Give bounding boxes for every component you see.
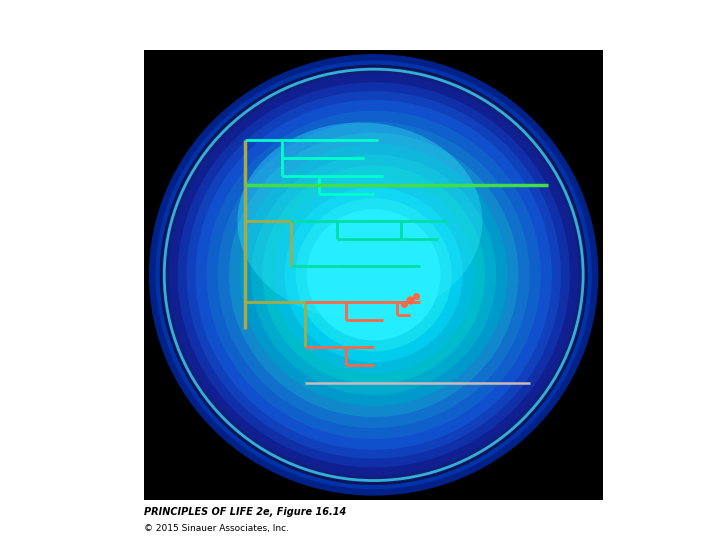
Ellipse shape <box>238 123 482 319</box>
Ellipse shape <box>162 67 585 483</box>
Ellipse shape <box>296 198 451 352</box>
Ellipse shape <box>262 165 485 384</box>
Ellipse shape <box>274 177 474 373</box>
Ellipse shape <box>156 60 592 489</box>
Text: Figure 16.14  Evolution of Fluorescent Proteins of Corals: Figure 16.14 Evolution of Fluorescent Pr… <box>9 18 437 33</box>
Ellipse shape <box>168 73 579 476</box>
Ellipse shape <box>217 122 530 428</box>
Ellipse shape <box>207 111 541 439</box>
Ellipse shape <box>178 82 570 468</box>
Ellipse shape <box>151 56 596 494</box>
Ellipse shape <box>240 144 508 406</box>
Ellipse shape <box>251 154 496 395</box>
Text: PRINCIPLES OF LIFE 2e, Figure 16.14: PRINCIPLES OF LIFE 2e, Figure 16.14 <box>144 507 346 517</box>
Text: © 2015 Sinauer Associates, Inc.: © 2015 Sinauer Associates, Inc. <box>144 524 289 533</box>
Ellipse shape <box>195 100 552 450</box>
Ellipse shape <box>284 187 463 362</box>
Ellipse shape <box>229 133 518 417</box>
Ellipse shape <box>307 209 441 341</box>
Ellipse shape <box>186 91 561 458</box>
